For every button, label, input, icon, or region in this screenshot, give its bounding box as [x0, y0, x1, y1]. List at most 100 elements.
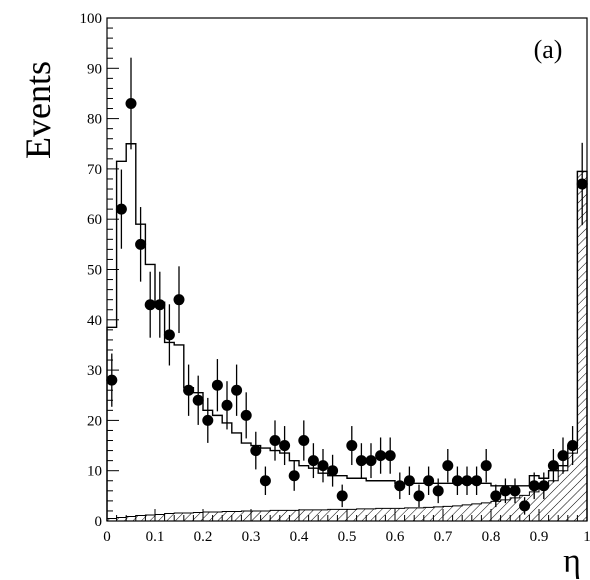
hatched-bin	[308, 509, 319, 521]
hatched-bin	[174, 512, 184, 521]
y-tick-label: 70	[87, 162, 102, 178]
hatched-bin	[567, 453, 578, 521]
data-point	[509, 485, 521, 497]
data-point	[365, 455, 377, 467]
data-point	[298, 435, 310, 447]
x-tick-label: 1	[583, 529, 590, 545]
data-point	[154, 299, 166, 311]
data-point	[259, 475, 271, 487]
data-point	[163, 329, 175, 341]
hatched-bin	[299, 509, 309, 521]
y-tick-label: 90	[87, 61, 102, 77]
data-point	[442, 460, 454, 472]
data-point	[115, 203, 127, 215]
data-point	[346, 440, 358, 452]
hatched-bin	[356, 508, 367, 521]
hatched-bin	[203, 511, 213, 521]
y-axis: 0 10 20 30 40 50 60 70 80 90 100	[80, 11, 119, 530]
y-tick-label: 50	[87, 263, 102, 279]
data-point	[403, 475, 415, 487]
hatched-bin	[193, 512, 203, 521]
hatched-bin	[289, 510, 299, 521]
data-point	[135, 238, 147, 250]
x-tick-label: 0.7	[434, 529, 453, 545]
data-point	[538, 480, 550, 492]
data-point	[432, 485, 444, 497]
hatched-bin	[385, 508, 395, 521]
data-point	[192, 394, 204, 406]
hatched-bin	[107, 518, 117, 521]
hatched-bin	[423, 507, 434, 521]
data-point	[490, 490, 502, 502]
data-point	[423, 475, 435, 487]
data-point	[240, 409, 252, 421]
data-point	[269, 435, 281, 447]
x-tick-label: 0.1	[146, 529, 165, 545]
hatched-bin	[491, 501, 501, 521]
data-point	[547, 460, 559, 472]
hatched-bin	[251, 510, 261, 521]
x-tick-label: 0.4	[290, 529, 309, 545]
data-point	[307, 455, 319, 467]
data-point	[202, 414, 214, 426]
data-point	[336, 490, 348, 502]
data-point	[288, 470, 300, 482]
hatched-bin	[155, 514, 165, 521]
y-tick-label: 20	[87, 413, 102, 429]
data-point	[231, 384, 243, 396]
hatched-bin	[558, 470, 568, 521]
hatched-bin	[126, 516, 136, 521]
data-point	[451, 475, 463, 487]
x-tick-label: 0.2	[194, 529, 213, 545]
x-tick-label: 0.5	[338, 529, 357, 545]
data-point	[461, 475, 473, 487]
hatched-histogram-layer	[106, 170, 588, 522]
y-axis-title: Events	[18, 61, 58, 159]
hatched-bin	[241, 510, 251, 521]
hatched-bin	[548, 480, 559, 521]
data-points-layer	[106, 57, 588, 515]
hatched-bin	[471, 503, 482, 521]
data-point	[221, 399, 233, 411]
x-tick-label: 0.3	[242, 529, 261, 545]
hatched-bin	[539, 487, 549, 521]
hatched-bin	[404, 507, 415, 521]
data-point	[211, 379, 223, 391]
y-tick-label: 100	[80, 11, 103, 27]
hatched-bin	[375, 508, 386, 521]
y-tick-label: 40	[87, 313, 102, 329]
data-point	[519, 500, 531, 512]
data-point	[384, 450, 396, 462]
hatched-bin	[529, 491, 539, 521]
hatched-bin	[366, 508, 376, 521]
x-tick-label: 0.9	[530, 529, 549, 545]
data-point	[480, 460, 492, 472]
hatched-bin	[452, 505, 463, 521]
hatched-bin	[279, 510, 290, 521]
hatched-bin	[462, 504, 472, 521]
data-point	[557, 450, 569, 462]
y-tick-label: 80	[87, 112, 102, 128]
data-point	[375, 450, 387, 462]
x-axis-title: η	[563, 543, 581, 580]
hatched-bin	[116, 517, 127, 521]
data-point	[528, 480, 540, 492]
hatched-bin	[164, 513, 175, 521]
data-point	[471, 475, 483, 487]
hatched-bin	[212, 511, 223, 521]
hatched-bin	[270, 510, 280, 521]
data-point	[576, 178, 588, 190]
hatched-bin	[481, 502, 491, 521]
hatched-bin	[577, 171, 587, 522]
data-point	[317, 460, 329, 472]
data-point	[413, 490, 425, 502]
x-tick-label: 0	[103, 529, 111, 545]
y-tick-label: 60	[87, 212, 102, 228]
hatched-bin	[347, 509, 357, 521]
mc-histogram-line	[106, 143, 588, 521]
hatched-bin	[433, 506, 443, 521]
data-point	[327, 465, 339, 477]
y-tick-label: 0	[95, 514, 103, 530]
data-point	[183, 384, 195, 396]
